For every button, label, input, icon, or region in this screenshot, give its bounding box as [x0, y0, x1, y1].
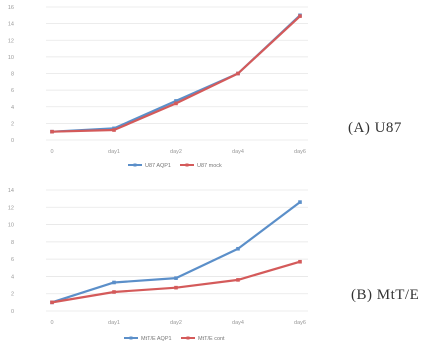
chart-b-legend-marker [129, 336, 133, 340]
chart-a-data-point [298, 14, 302, 18]
chart-b-legend-marker [186, 336, 190, 340]
chart-b-data-point [236, 278, 240, 282]
chart-b-legend-label: MtT/E cont [198, 336, 225, 342]
chart-b-data-point [112, 290, 116, 294]
chart-b-y-tick-label: 2 [11, 292, 14, 298]
chart-b-data-point [298, 259, 302, 264]
chart-b-y-tick-label: 14 [8, 188, 14, 194]
chart-a-data-point [112, 128, 116, 132]
chart-a-y-tick-label: 14 [8, 22, 14, 28]
chart-a-legend-marker [185, 163, 189, 167]
chart-b-series-line [51, 260, 301, 304]
chart-a-data-point [236, 71, 240, 76]
chart-b-data-point [174, 285, 178, 290]
chart-a-y-tick-label: 4 [11, 105, 14, 111]
panel-label-a: (A) U87 [348, 120, 402, 136]
chart-a-legend-label: U87 mock [197, 163, 222, 169]
chart-b-x-tick-label: day6 [294, 320, 306, 326]
chart-a-legend-marker [133, 163, 137, 167]
chart-a-x-tick-label: day2 [170, 149, 182, 155]
chart-a-data-point [50, 129, 54, 134]
chart-b-x-tick-label: day4 [232, 320, 244, 326]
chart-a-data-point [174, 101, 178, 106]
chart-a-y-tick-label: 8 [11, 72, 14, 78]
chart-b-legend-label: MtT/E AQP1 [141, 336, 172, 342]
chart-b-x-tick-label: 0 [50, 320, 53, 326]
chart-b-y-tick-label: 0 [11, 309, 14, 315]
chart-b-y-tick-label: 4 [11, 274, 14, 280]
chart-a-y-tick-label: 16 [8, 5, 14, 11]
chart-a-x-tick-label: day4 [232, 149, 244, 155]
chart-a-data-point [174, 99, 178, 103]
chart-b-data-point [174, 276, 178, 280]
chart-a-y-tick-label: 0 [11, 138, 14, 144]
chart-b-data-point [298, 200, 302, 204]
chart-a-series-line [51, 15, 301, 133]
chart-a-y-tick-label: 12 [8, 38, 14, 44]
chart-b-data-point [236, 246, 240, 251]
panel-label-b: (B) MtT/E [351, 287, 420, 303]
chart-a-y-tick-label: 10 [8, 55, 14, 61]
chart-a-y-tick-label: 6 [11, 88, 14, 94]
chart-b-y-tick-label: 8 [11, 240, 14, 246]
chart-b-x-tick-label: day2 [170, 320, 182, 326]
chart-b-y-tick-label: 12 [8, 205, 14, 211]
chart-a-x-tick-label: day1 [108, 149, 120, 155]
chart-b-y-tick-label: 6 [11, 257, 14, 263]
chart-a-y-tick-label: 2 [11, 121, 14, 127]
chart-b-y-tick-label: 10 [8, 223, 14, 229]
chart-b-x-tick-label: day1 [108, 320, 120, 326]
chart-a-x-tick-label: 0 [50, 149, 53, 155]
chart-b-data-point [50, 300, 54, 305]
chart-b-data-point [112, 280, 116, 285]
chart-a-x-tick-label: day6 [294, 149, 306, 155]
chart-a-legend-label: U87 AQP1 [145, 163, 171, 169]
